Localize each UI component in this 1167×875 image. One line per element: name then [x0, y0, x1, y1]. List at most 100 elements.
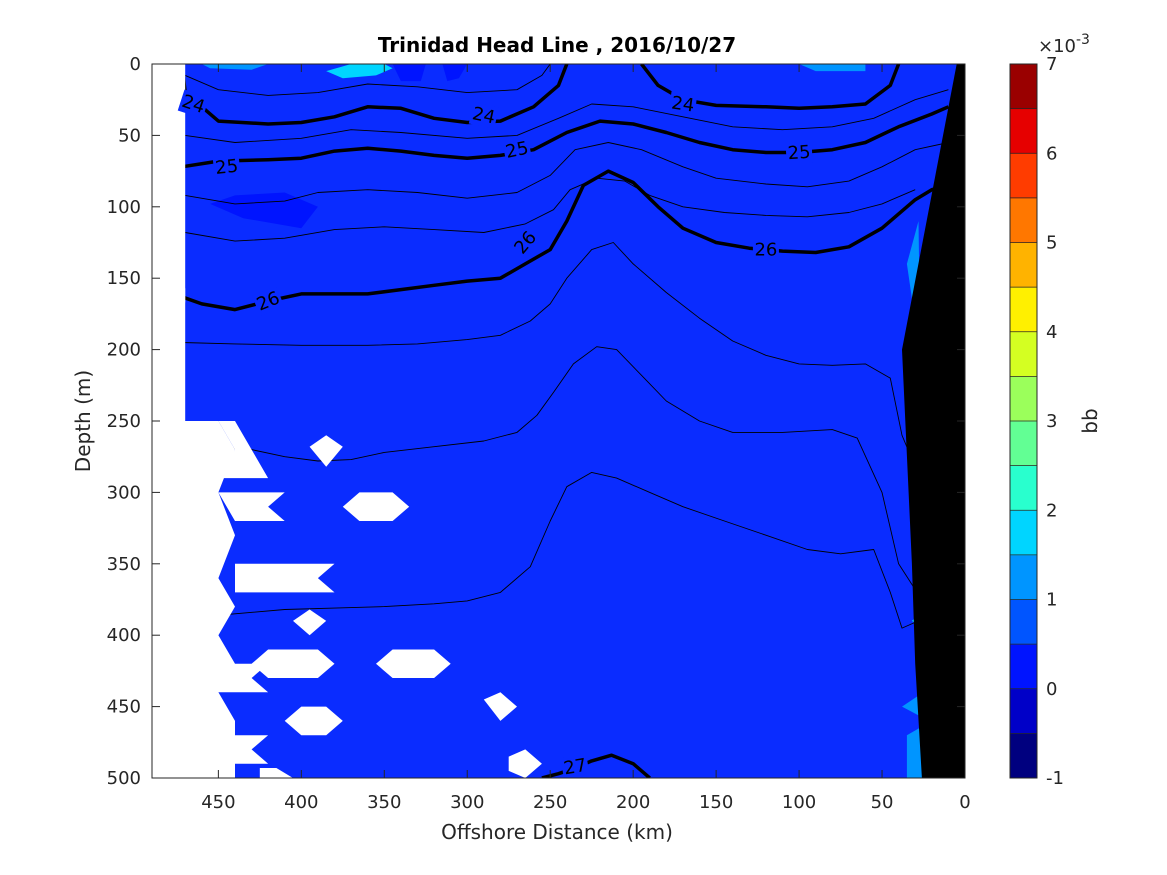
missing-data-region	[218, 735, 269, 764]
x-tick-label: 100	[782, 792, 816, 813]
y-axis-label: Depth (m)	[71, 370, 95, 472]
density-contour-labeled	[180, 64, 569, 126]
colorbar-swatch	[1010, 153, 1037, 199]
colorbar-ticks: -1 0 1 2 3 4 5 6 7	[1010, 54, 1064, 789]
colorbar-label: bb	[1078, 408, 1102, 433]
colorbar-swatch	[1010, 554, 1037, 600]
y-tick-label: 500	[107, 768, 141, 789]
colorbar-swatch	[1010, 688, 1037, 734]
y-tick-label: 250	[107, 411, 141, 432]
colorbar-swatch	[1010, 287, 1037, 333]
x-tick-label: 450	[201, 792, 235, 813]
contour-label-backdrop	[212, 154, 241, 180]
missing-data-region	[218, 492, 285, 521]
contour-label: 25	[214, 156, 239, 179]
missing-data-region	[483, 692, 517, 721]
missing-data-region	[309, 435, 343, 467]
x-tick-label: 0	[959, 792, 970, 813]
density-contour	[185, 89, 949, 143]
x-tick-label: 150	[699, 792, 733, 813]
density-contour-labeled	[541, 753, 651, 778]
contour-label-backdrop	[560, 753, 590, 778]
y-axis-ticks: 0 50 100 150 200 250 300 350 400 450 500	[107, 54, 965, 789]
contour-label-group: 27	[560, 753, 590, 780]
density-contour-labeled	[640, 64, 901, 111]
colorbar-swatch	[1010, 644, 1037, 690]
contour-label-backdrop	[508, 225, 543, 260]
contour-label-backdrop	[785, 140, 813, 165]
anomaly-patch	[799, 64, 866, 72]
colorbar-swatch	[1010, 376, 1037, 422]
contour-layer	[180, 64, 950, 778]
colorbar-swatch	[1010, 197, 1037, 243]
colorbar-swatch	[1010, 465, 1037, 511]
contour-label: 25	[504, 138, 531, 163]
y-tick-label: 300	[107, 482, 141, 503]
contour-label-backdrop	[668, 91, 698, 117]
chart-title: Trinidad Head Line , 2016/10/27	[378, 33, 736, 57]
colorbar-swatch	[1010, 510, 1037, 556]
colorbar-tick-label: 4	[1046, 322, 1057, 343]
x-tick-label: 350	[367, 792, 401, 813]
contour-label: 26	[754, 240, 777, 261]
contour-label-group: 25	[785, 140, 813, 165]
y-tick-label: 200	[107, 340, 141, 361]
contour-label: 27	[562, 755, 588, 780]
y-tick-label: 100	[107, 197, 141, 218]
y-tick-label: 150	[107, 268, 141, 289]
y-tick-label: 0	[130, 54, 141, 75]
missing-data-region	[218, 663, 269, 693]
x-axis-ticks: 450 400 350 300 250 200 150 100 50 0	[201, 64, 971, 813]
contour-label-backdrop	[468, 101, 499, 129]
missing-data-region	[342, 492, 410, 521]
contour-label: 24	[670, 93, 696, 117]
colorbar-tick-label: 6	[1046, 143, 1057, 164]
colorbar-tick-label: -1	[1046, 768, 1064, 789]
y-tick-label: 400	[107, 625, 141, 646]
colorbar-swatch	[1010, 64, 1037, 110]
colorbar: -1 0 1 2 3 4 5 6 7 ×10-3 bb	[1009, 32, 1102, 789]
colorbar-swatch	[1010, 599, 1037, 645]
contour-label-group: 24	[668, 91, 698, 117]
missing-data-layer	[152, 64, 542, 778]
colorbar-tick-label: 2	[1046, 500, 1057, 521]
x-tick-label: 200	[616, 792, 650, 813]
density-contour	[185, 142, 949, 205]
anomaly-patch	[392, 64, 426, 82]
missing-data-region	[235, 563, 335, 593]
colorbar-swatches	[1010, 64, 1037, 779]
y-tick-label: 350	[107, 554, 141, 575]
colorbar-tick-label: 0	[1046, 679, 1057, 700]
missing-data-region	[251, 649, 335, 678]
colorbar-swatch	[1010, 108, 1037, 154]
contour-label-group: 24	[468, 101, 499, 129]
colorbar-tick-label: 5	[1046, 233, 1057, 254]
colorbar-exponent: ×10-3	[1038, 32, 1090, 57]
anomaly-patch	[210, 192, 318, 229]
density-contour	[185, 471, 929, 629]
density-contour-labeled	[181, 169, 949, 312]
contour-label-backdrop	[752, 238, 779, 261]
density-contour	[181, 242, 941, 468]
colorbar-tick-label: 3	[1046, 411, 1057, 432]
density-contour-labeled	[181, 105, 950, 169]
missing-data-region	[259, 768, 293, 778]
contour-label-group: 25	[501, 136, 533, 164]
y-tick-label: 450	[107, 697, 141, 718]
colorbar-tick-label: 1	[1046, 590, 1057, 611]
contour-label: 24	[470, 103, 497, 128]
contour-label: 25	[787, 142, 811, 165]
anomaly-patch	[326, 64, 393, 79]
anomaly-patch	[442, 64, 468, 82]
y-tick-label: 50	[118, 125, 141, 146]
contour-label-group: 26	[752, 238, 779, 261]
colorbar-swatch	[1010, 242, 1037, 288]
x-tick-label: 250	[533, 792, 567, 813]
bathymetry-shelf	[902, 64, 965, 778]
missing-data-region	[152, 64, 235, 778]
contour-label-backdrop	[501, 136, 533, 164]
x-axis-label: Offshore Distance (km)	[441, 820, 673, 844]
